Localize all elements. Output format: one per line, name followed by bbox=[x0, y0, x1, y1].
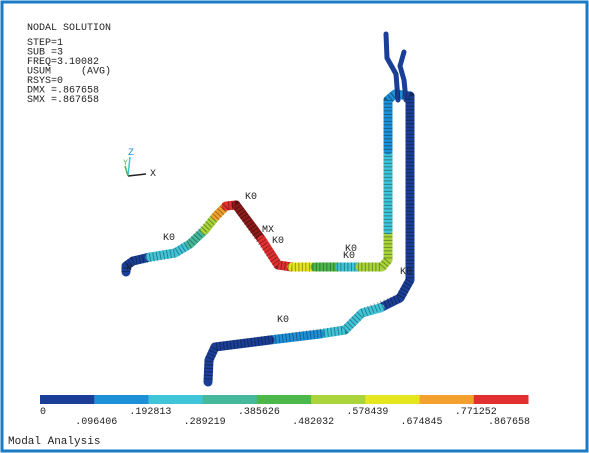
model-label: K0 bbox=[345, 244, 357, 255]
legend-label: .771252 bbox=[455, 407, 497, 418]
legend-label: .385626 bbox=[238, 407, 280, 418]
header-line: DMX =.867658 bbox=[27, 86, 99, 97]
legend-label: .578439 bbox=[346, 407, 388, 418]
legend-swatch bbox=[365, 395, 421, 404]
legend-swatch bbox=[256, 395, 312, 404]
triad-label: X bbox=[150, 169, 156, 180]
legend-swatch bbox=[94, 395, 149, 404]
legend-swatch bbox=[311, 395, 366, 404]
legend-label: 0 bbox=[40, 407, 46, 418]
legend-label: .096406 bbox=[75, 417, 117, 428]
legend-label: .289219 bbox=[184, 417, 226, 428]
header-line: SMX =.867658 bbox=[27, 95, 99, 106]
legend: 0 .096406 .192813 .289219 .385626 .482032 .578… bbox=[40, 395, 530, 428]
model-label: K0 bbox=[400, 267, 412, 278]
triad-label: Z bbox=[128, 148, 134, 159]
header-title: NODAL SOLUTION bbox=[27, 23, 111, 34]
legend-swatch bbox=[148, 395, 204, 404]
legend-label: .867658 bbox=[488, 417, 530, 428]
model-label: K0 bbox=[277, 315, 289, 326]
footer: Modal Analysis bbox=[8, 436, 100, 448]
model-label: K0 bbox=[343, 251, 355, 262]
model-label: K0 bbox=[245, 192, 257, 203]
model-labels: N K0 K0 MX K0 K0 K0 K0 K0 bbox=[126, 192, 412, 326]
header-line: USUM (AVG) bbox=[27, 66, 111, 78]
header-line: FREQ=3.10082 bbox=[27, 57, 99, 68]
legend-swatch bbox=[419, 395, 475, 404]
legend-swatch bbox=[202, 395, 258, 404]
header-line: RSYS=0 bbox=[27, 76, 63, 87]
legend-label: .482032 bbox=[292, 417, 334, 428]
pipe-model bbox=[121, 31, 415, 387]
model-label: K0 bbox=[272, 236, 284, 247]
legend-swatch bbox=[473, 395, 529, 404]
model-label: K0 bbox=[163, 233, 175, 244]
axis-triad: Z Y X bbox=[123, 148, 156, 180]
triad-label: Y bbox=[123, 159, 128, 168]
model-label: MX bbox=[262, 225, 274, 236]
legend-swatch bbox=[40, 395, 95, 404]
legend-label: .674845 bbox=[401, 417, 443, 428]
legend-label: .192813 bbox=[129, 407, 171, 418]
model-label: N bbox=[126, 263, 132, 274]
header-line: SUB =3 bbox=[27, 48, 63, 59]
header-line: STEP=1 bbox=[27, 38, 63, 49]
